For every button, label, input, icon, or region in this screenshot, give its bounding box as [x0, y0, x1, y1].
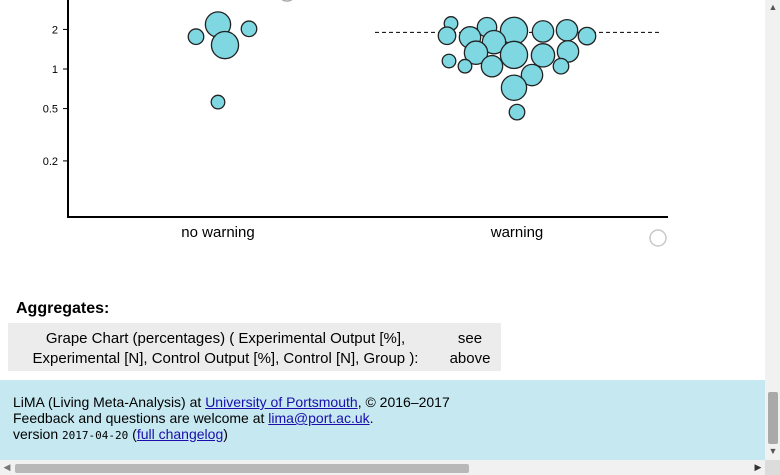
horizontal-scrollbar-thumb[interactable] [15, 464, 469, 473]
grape-bubble [555, 18, 579, 42]
aggregates-row-value-line1: see [457, 330, 483, 347]
grape-bubble [480, 54, 504, 78]
grape-bubble [577, 26, 597, 46]
footer-feedback-line: Feedback and questions are welcome at li… [13, 410, 374, 426]
grape-bubble [508, 103, 526, 121]
footer-copyright-prefix: LiMA (Living Meta-Analysis) at [13, 394, 206, 410]
y-tick-label: 0.2 [43, 156, 58, 168]
aggregates-table: Grape Chart (percentages) ( Experimental… [8, 323, 501, 371]
footer-feedback-suffix: . [369, 410, 374, 426]
footer-version-line: version 2017-04-20 (full changelog) [13, 426, 228, 444]
scroll-up-arrow-icon[interactable]: ▲ [768, 2, 778, 12]
grape-chart: 0.2 0.5 1 2 no warning warning [43, 0, 668, 247]
aggregates-row-label-line2: Experimental [N], Control Output [%], Co… [32, 350, 419, 367]
circle-handle-icon [281, 0, 293, 2]
vertical-scrollbar[interactable]: ▲ ▼ [765, 0, 780, 460]
grape-bubble [441, 53, 457, 69]
footer-version-code: 2017-04-20 [62, 429, 129, 442]
aggregates-row-value-line2: above [449, 350, 491, 367]
grape-bubble [530, 43, 556, 68]
footer-version-close: ) [223, 426, 228, 442]
aggregates-heading: Aggregates: [16, 300, 110, 317]
y-tick-label: 2 [52, 24, 58, 36]
grape-bubble [499, 40, 529, 70]
scroll-left-arrow-icon[interactable]: ◀ [3, 462, 11, 472]
grape-bubble [520, 63, 544, 87]
footer-copyright-suffix: , © 2016–2017 [357, 394, 450, 410]
y-tick-label: 1 [52, 64, 58, 76]
grape-bubble [463, 40, 489, 66]
grape-bubble [457, 58, 473, 74]
feedback-email-link[interactable]: lima@port.ac.uk [268, 410, 370, 426]
grape-bubble [500, 74, 528, 102]
grape-bubble [437, 26, 457, 46]
grape-bubble [210, 30, 240, 60]
footer-version-prefix: version [13, 426, 63, 442]
university-link[interactable]: University of Portsmouth [205, 394, 358, 410]
vertical-scrollbar-thumb[interactable] [768, 392, 778, 444]
x-category-label: warning [490, 224, 544, 241]
grape-bubble [240, 20, 258, 38]
aggregates-row-label: Grape Chart (percentages) ( Experimental… [8, 329, 443, 369]
grape-bubble [531, 20, 555, 43]
x-category-label: no warning [181, 224, 254, 241]
horizontal-scrollbar[interactable]: ◀ ▶ [0, 460, 780, 475]
scroll-right-arrow-icon[interactable]: ▶ [754, 462, 762, 472]
grape-bubble [552, 57, 570, 75]
grape-bubble [187, 28, 205, 46]
footer-copyright-line: LiMA (Living Meta-Analysis) at Universit… [13, 394, 450, 410]
scroll-down-arrow-icon[interactable]: ▼ [768, 446, 778, 456]
aggregates-row-value: see above [448, 329, 492, 369]
grape-bubble [210, 94, 226, 110]
aggregates-row-label-line1: Grape Chart (percentages) ( Experimental… [45, 330, 406, 347]
footer-feedback-prefix: Feedback and questions are welcome at [13, 410, 269, 426]
footer-version-paren: ( [128, 426, 137, 442]
page-footer: LiMA (Living Meta-Analysis) at Universit… [0, 380, 765, 460]
y-tick-label: 0.5 [43, 104, 58, 116]
circle-handle-icon [649, 229, 667, 247]
changelog-link[interactable]: full changelog [136, 426, 224, 442]
scrollbar-corner [765, 460, 780, 475]
grape-bubble [481, 29, 507, 55]
chart-plot-area: 0.2 0.5 1 2 no warning warning [43, 0, 668, 247]
